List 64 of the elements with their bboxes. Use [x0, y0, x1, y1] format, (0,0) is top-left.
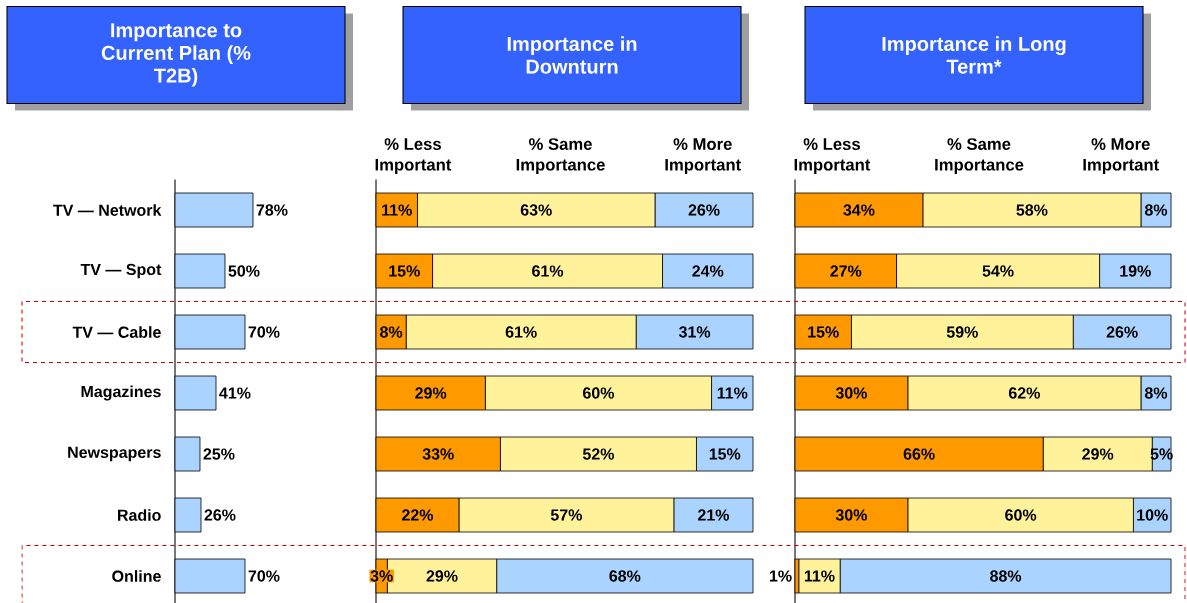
y-tick-label: TV — Network — [53, 204, 162, 216]
data-label: 57% — [550, 509, 582, 521]
series-label: % Same Importance — [516, 138, 605, 174]
data-label: 29% — [415, 387, 447, 399]
data-label: 68% — [609, 570, 641, 582]
data-label: 3% — [370, 570, 393, 582]
data-label: 34% — [843, 204, 875, 216]
data-label: 78% — [256, 204, 288, 216]
data-label: 19% — [1120, 265, 1151, 277]
y-tick-label: TV — Spot — [80, 263, 162, 279]
series-label: % More Important — [665, 138, 741, 174]
data-label: 50% — [228, 265, 260, 277]
data-label: 11% — [804, 570, 835, 582]
data-label: 27% — [830, 265, 862, 277]
data-label: 41% — [219, 387, 251, 399]
data-label: 8% — [1144, 387, 1168, 399]
data-label: 15% — [808, 326, 839, 338]
data-label: 11% — [717, 387, 748, 399]
chart-title: Importance in Downturn — [507, 36, 637, 74]
data-label: 61% — [505, 326, 537, 338]
series-label: % Less Important — [794, 138, 871, 174]
y-tick-label: Online — [112, 570, 161, 582]
data-label: 31% — [678, 326, 711, 338]
data-label: 60% — [583, 387, 615, 399]
data-label: 1% — [769, 570, 792, 582]
series-label: % Less Important — [375, 138, 452, 174]
data-label: 29% — [426, 570, 458, 582]
data-label: 26% — [1106, 326, 1138, 338]
data-label: 70% — [248, 326, 280, 338]
data-label: 22% — [402, 509, 434, 521]
data-label: 61% — [532, 265, 564, 277]
data-label: 62% — [1008, 387, 1040, 399]
data-label: 88% — [990, 570, 1022, 582]
data-label: 26% — [688, 204, 720, 216]
data-label: 8% — [380, 326, 403, 338]
data-label: 15% — [709, 448, 741, 460]
data-label: 30% — [835, 509, 867, 521]
data-label: 24% — [692, 265, 724, 277]
data-label: 26% — [204, 509, 236, 521]
data-label: 21% — [697, 509, 730, 521]
chart-title: Importance to Current Plan (% T2B) — [101, 23, 251, 87]
y-tick-label: Radio — [118, 509, 161, 521]
data-label: 33% — [422, 448, 454, 460]
data-label: 52% — [582, 448, 615, 460]
y-tick-label: Magazines — [81, 385, 161, 401]
data-label: 25% — [203, 448, 235, 460]
data-label: 15% — [389, 265, 420, 277]
data-label: 11% — [382, 204, 412, 216]
y-tick-label: TV — Cable — [72, 326, 161, 338]
data-label: 30% — [835, 387, 867, 399]
data-label: 8% — [1144, 204, 1168, 216]
data-label: 58% — [1016, 204, 1048, 216]
data-label: 60% — [1005, 509, 1037, 521]
series-label: % Same Importance — [935, 138, 1024, 174]
data-label: 70% — [248, 570, 280, 582]
y-tick-label: Newspapers — [68, 446, 161, 462]
series-label: % More Important — [1083, 138, 1159, 174]
data-label: 29% — [1082, 448, 1114, 460]
data-label: 63% — [520, 204, 552, 216]
chart-title: Importance in Long Term* — [882, 36, 1066, 74]
data-label: 59% — [946, 326, 978, 338]
data-label: 54% — [982, 265, 1014, 277]
data-label: 66% — [903, 448, 935, 460]
data-label: 10% — [1137, 509, 1168, 521]
